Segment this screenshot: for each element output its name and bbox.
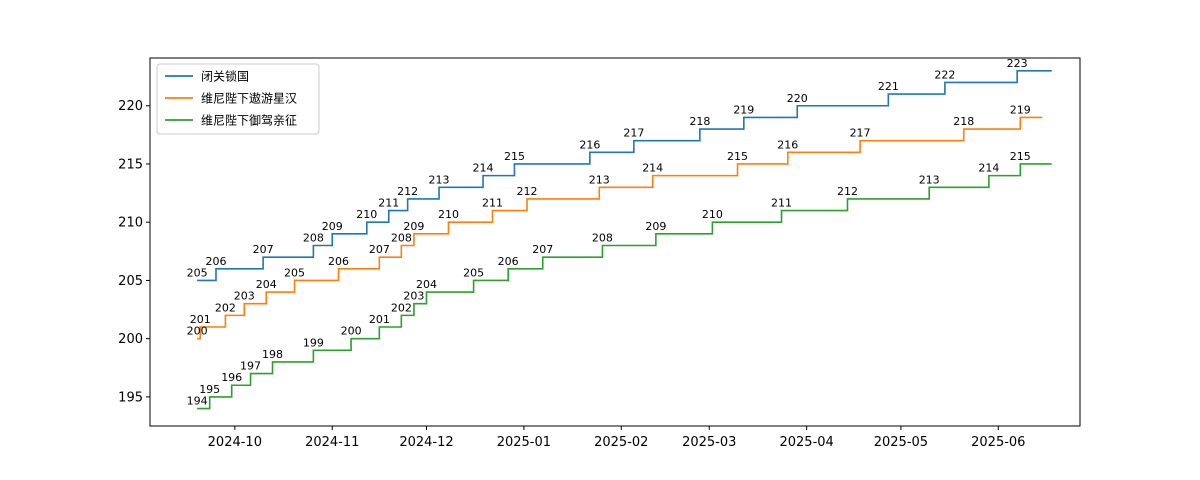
data-label-series3-20: 214: [978, 162, 999, 175]
data-label-series3-6: 200: [341, 325, 362, 338]
data-label-series3-0: 194: [187, 395, 208, 408]
series-line-1: [197, 70, 1052, 282]
y-tick-label-2: 205: [118, 274, 143, 289]
y-tick-label-4: 215: [118, 157, 143, 172]
data-label-series3-10: 204: [416, 278, 437, 291]
data-label-series2-0: 200: [187, 325, 208, 338]
data-label-series1-7: 212: [397, 185, 418, 198]
data-label-series2-1: 201: [190, 313, 211, 326]
y-tick-label-5: 220: [118, 99, 143, 114]
legend-box: [156, 63, 320, 135]
data-label-series2-15: 215: [727, 150, 748, 163]
data-label-series3-14: 208: [592, 231, 613, 244]
data-label-series3-8: 202: [391, 301, 412, 314]
data-label-series2-8: 208: [391, 231, 412, 244]
data-label-series3-15: 209: [645, 220, 666, 233]
data-label-series1-10: 215: [504, 150, 525, 163]
series-line-2: [197, 116, 1043, 340]
data-label-series3-21: 215: [1010, 150, 1031, 163]
y-tick-label-3: 210: [118, 216, 143, 231]
data-label-series2-19: 219: [1010, 103, 1031, 116]
x-tick-label-7: 2025-05: [874, 435, 928, 450]
data-label-series2-3: 203: [234, 290, 255, 303]
data-label-series3-12: 206: [498, 255, 519, 268]
data-label-series1-3: 208: [303, 231, 324, 244]
data-label-series2-14: 214: [642, 162, 663, 175]
data-label-series2-6: 206: [328, 255, 349, 268]
data-label-series1-6: 211: [378, 197, 399, 210]
legend-label-3: 维尼陛下御驾亲征: [201, 113, 297, 128]
x-tick-label-5: 2025-03: [682, 435, 736, 450]
data-label-series1-17: 222: [934, 68, 955, 81]
data-label-series1-13: 218: [689, 115, 710, 128]
series-line-3: [197, 163, 1052, 410]
data-label-series3-9: 203: [403, 290, 424, 303]
data-label-series2-10: 210: [438, 208, 459, 221]
data-label-series3-2: 196: [221, 371, 242, 384]
data-label-series2-7: 207: [369, 243, 390, 256]
x-tick-label-0: 2024-10: [208, 435, 262, 450]
data-label-series3-5: 199: [303, 336, 324, 349]
axes-layer: 2024-10 2024-11 2024-12 2025-01 2025-02 2025-…: [118, 99, 1025, 450]
data-label-series3-1: 195: [199, 383, 220, 396]
data-label-series2-4: 204: [256, 278, 277, 291]
legend-label-2: 维尼陛下遨游星汉: [201, 91, 297, 106]
data-label-series1-4: 209: [322, 220, 343, 233]
data-labels-layer: 2052062072082092102112122132142152162172…: [187, 57, 1031, 408]
data-label-series2-17: 217: [850, 127, 871, 140]
x-tick-label-3: 2025-01: [497, 435, 551, 450]
x-tick-label-4: 2025-02: [594, 435, 648, 450]
series-layer: [197, 70, 1052, 410]
x-tick-label-6: 2025-04: [779, 435, 833, 450]
data-label-series3-3: 197: [240, 360, 261, 373]
data-label-series3-7: 201: [369, 313, 390, 326]
data-label-series1-12: 217: [623, 127, 644, 140]
data-label-series1-14: 219: [733, 103, 754, 116]
data-label-series3-13: 207: [532, 243, 553, 256]
data-label-series1-11: 216: [579, 138, 600, 151]
data-label-series1-1: 206: [205, 255, 226, 268]
data-label-series3-19: 213: [919, 173, 940, 186]
data-label-series1-8: 213: [429, 173, 450, 186]
x-tick-label-1: 2024-11: [305, 435, 359, 450]
data-label-series1-15: 220: [787, 92, 808, 105]
data-label-series3-11: 205: [463, 266, 484, 279]
data-label-series2-5: 205: [284, 266, 305, 279]
data-label-series2-9: 209: [403, 220, 424, 233]
y-tick-label-0: 195: [118, 390, 143, 405]
data-label-series3-17: 211: [771, 197, 792, 210]
data-label-series2-13: 213: [589, 173, 610, 186]
data-label-series1-16: 221: [878, 80, 899, 93]
data-label-series2-16: 216: [777, 138, 798, 151]
data-label-series2-11: 211: [482, 197, 503, 210]
data-label-series1-2: 207: [253, 243, 274, 256]
plot-frame: [149, 57, 1081, 427]
data-label-series3-16: 210: [702, 208, 723, 221]
data-label-series2-12: 212: [517, 185, 538, 198]
x-tick-label-8: 2025-06: [971, 435, 1025, 450]
data-label-series2-2: 202: [215, 301, 236, 314]
data-label-series1-0: 205: [187, 266, 208, 279]
x-tick-label-2: 2024-12: [399, 435, 453, 450]
y-tick-label-1: 200: [118, 332, 143, 347]
data-label-series1-5: 210: [356, 208, 377, 221]
data-label-series2-18: 218: [953, 115, 974, 128]
data-label-series1-18: 223: [1007, 57, 1028, 70]
data-label-series3-4: 198: [262, 348, 283, 361]
data-label-series3-18: 212: [837, 185, 858, 198]
legend-label-1: 闭关锁国: [201, 69, 249, 84]
data-label-series1-9: 214: [473, 162, 494, 175]
